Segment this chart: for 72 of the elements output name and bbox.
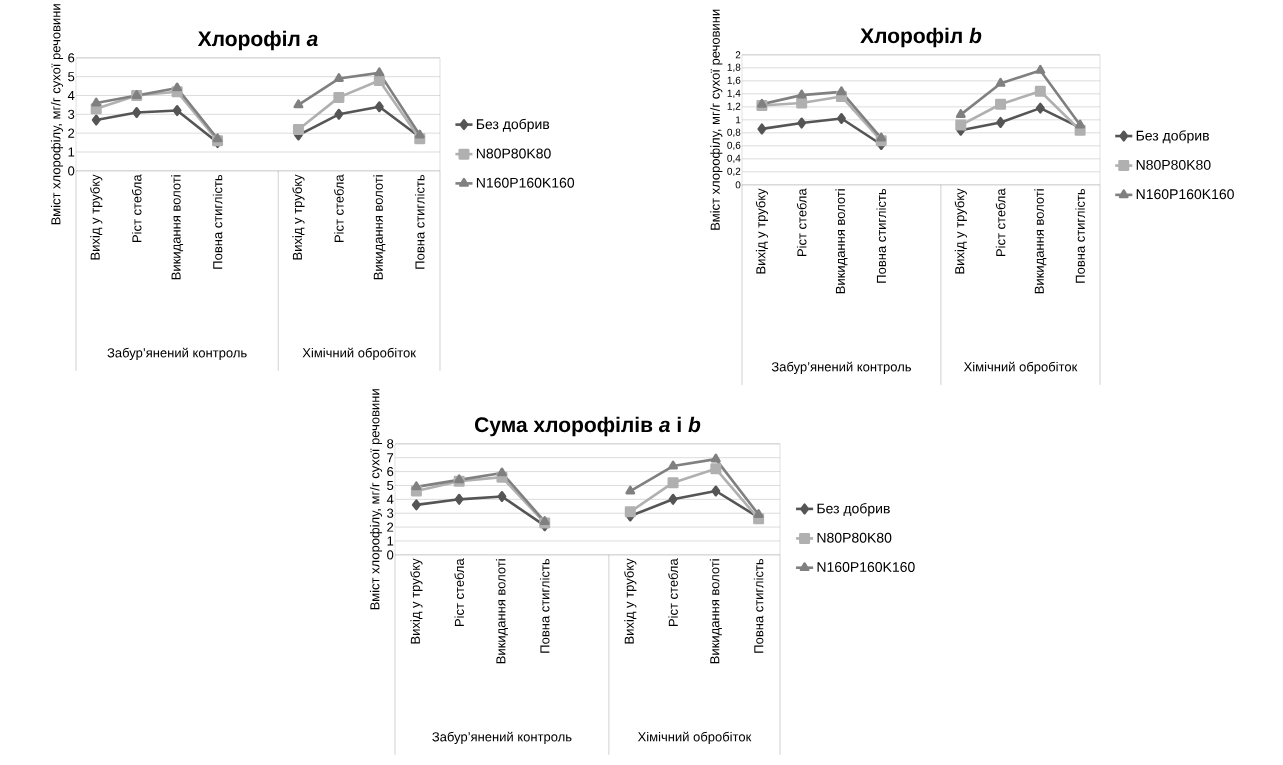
legend-label: N80P80K80 — [1136, 160, 1211, 170]
x-tick-label: Ріст стебла — [334, 174, 344, 243]
y-tick-label: 6 — [387, 467, 394, 477]
text: Хімічний обробіток — [963, 361, 1078, 375]
y-tick-label: 0,2 — [727, 167, 741, 177]
legend-label: N160P160K160 — [1136, 189, 1234, 200]
x-tick-label: Викидання волоті — [373, 175, 386, 280]
y-tick-label: 5 — [387, 481, 394, 491]
y-tick-label: 6 — [68, 53, 75, 63]
x-tick-label: Повна стиглість — [539, 558, 550, 653]
chart-title: Сума хлорофілів a і b — [475, 416, 701, 437]
y-tick-label: 0 — [735, 181, 741, 189]
y-axis-title: Вміст хлорофілу, мг/г сухої речовини — [50, 4, 64, 225]
y-tick-label: 0 — [68, 166, 75, 176]
y-tick-label: 1,4 — [727, 89, 741, 98]
x-tick-label: Вихід у трубку — [292, 174, 305, 260]
x-tick-label: Ріст стебла — [131, 174, 142, 243]
legend-label: Без добрив — [476, 118, 550, 132]
x-tick-label: Викидання волоті — [835, 189, 848, 294]
y-tick-label: 5 — [68, 72, 75, 82]
text: Хімічний обробіток — [302, 347, 417, 361]
legend-label: N80P80K80 — [817, 532, 892, 543]
legend-label: N80P80K80 — [476, 148, 551, 159]
x-tick-label: Вихід у трубку — [755, 188, 769, 274]
y-tick-label: 7 — [387, 453, 394, 463]
text: Хімічний обробіток — [637, 731, 752, 745]
y-tick-label: 1 — [736, 116, 741, 124]
x-tick-label: Повна стиглість — [212, 174, 223, 269]
x-tick-label: Вихід у трубку — [90, 174, 103, 260]
x-tick-label: Ріст стебла — [668, 558, 678, 627]
chart-title: Хлорофіл b — [860, 27, 982, 48]
y-tick-label: 1,8 — [727, 63, 741, 73]
x-tick-label: Вихід у трубку — [954, 188, 967, 274]
y-tick-label: 8 — [387, 439, 394, 449]
y-tick-label: 0 — [387, 550, 394, 560]
x-tick-label: Повна стиглість — [415, 174, 425, 269]
x-tick-label: Ріст стебла — [454, 558, 464, 627]
x-tick-label: Викидання волоті — [709, 559, 722, 664]
x-tick-label: Вихід у трубку — [410, 558, 423, 644]
y-tick-label: 1 — [387, 536, 394, 546]
y-tick-label: 1,6 — [727, 76, 741, 86]
y-tick-label: 2 — [735, 51, 741, 59]
x-tick-label: Повна стиглість — [753, 558, 764, 653]
y-tick-label: 3 — [387, 508, 394, 518]
legend-label: Без добрив — [1136, 130, 1209, 144]
x-tick-label: Викидання волоті — [495, 559, 508, 664]
y-tick-label: 1,2 — [727, 102, 741, 112]
x-tick-label: Ріст стебла — [796, 188, 807, 257]
legend-label: N160P160K160 — [817, 562, 915, 573]
x-tick-label: Вихід у трубку — [624, 558, 637, 644]
y-tick-label: 0,4 — [727, 154, 741, 164]
x-tick-label: Повна стиглість — [1075, 188, 1085, 283]
text: Забур’янений контроль — [432, 731, 572, 745]
legend-label: N160P160K160 — [476, 177, 575, 188]
y-axis-title: Вміст хлорофілу, мг/г сухої речовини — [369, 389, 383, 610]
chart-title: Хлорофіл a — [197, 30, 318, 51]
text: Забур’янений контроль — [771, 361, 912, 375]
y-tick-label: 1 — [68, 147, 75, 157]
x-tick-label: Ріст стебла — [995, 188, 1006, 257]
x-tick-label: Повна стиглість — [876, 188, 886, 283]
y-tick-label: 2 — [387, 522, 394, 532]
y-tick-label: 4 — [386, 494, 394, 504]
y-axis-title: Вміст хлорофілу, мг/г сухої речовини — [710, 9, 723, 230]
y-tick-label: 0,8 — [727, 128, 741, 138]
y-tick-label: 3 — [68, 109, 75, 120]
legend-label: Без добрив — [817, 503, 890, 517]
y-tick-label: 2 — [68, 128, 75, 138]
x-tick-label: Викидання волоті — [171, 175, 184, 280]
x-tick-label: Викидання волоті — [1034, 189, 1047, 294]
y-tick-label: 0,6 — [727, 141, 741, 151]
text: Забур’янений контроль — [107, 347, 247, 361]
y-tick-label: 4 — [67, 91, 75, 101]
